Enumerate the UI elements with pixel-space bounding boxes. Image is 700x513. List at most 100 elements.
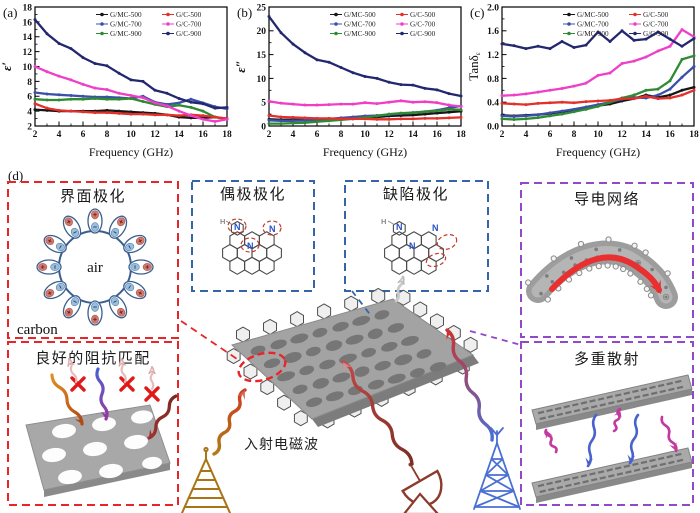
svg-text:4: 4 bbox=[290, 130, 295, 140]
interface-polarization-graphic: air carbon bbox=[17, 208, 154, 338]
n-atom-label: N bbox=[396, 222, 403, 232]
dipole-polarization-title: 偶极极化 bbox=[220, 185, 286, 203]
svg-text:12: 12 bbox=[23, 48, 33, 58]
svg-text:Frequency (GHz): Frequency (GHz) bbox=[556, 145, 640, 159]
svg-text:8: 8 bbox=[338, 130, 343, 140]
svg-text:G/MC-900: G/MC-900 bbox=[344, 30, 376, 38]
svg-text:14: 14 bbox=[23, 33, 33, 43]
svg-text:2: 2 bbox=[266, 130, 271, 140]
conductive-network-title: 导电网络 bbox=[574, 190, 640, 208]
impedance-matching-box bbox=[7, 341, 179, 506]
chart-panel-a: 2 4 6 8 10 12 14 16 18 2 4 6 8 10 12 14 16 18 G/MC-500 G/C-… bbox=[0, 3, 232, 159]
svg-text:10: 10 bbox=[360, 130, 370, 140]
svg-text:G/C-500: G/C-500 bbox=[410, 11, 436, 19]
polar-site-circle bbox=[240, 237, 260, 253]
chart-panel-b: 2 4 6 8 10 12 14 16 18 0 5 10 15 20 25 G/MC-500 G/C-500 G… bbox=[234, 3, 466, 159]
svg-text:G/C-700: G/C-700 bbox=[410, 21, 436, 29]
defect-polarization-title: 缺陷极化 bbox=[383, 185, 449, 203]
conductive-network-box bbox=[520, 182, 694, 338]
svg-text:0.4: 0.4 bbox=[487, 99, 499, 109]
n-atom-label: N bbox=[247, 241, 254, 251]
svg-text:Tanδε: Tanδε bbox=[467, 52, 482, 80]
svg-text:16: 16 bbox=[432, 130, 442, 140]
conductive-network-graphic bbox=[525, 236, 678, 309]
radio-tower-icon bbox=[473, 427, 521, 510]
svg-text:G/MC-700: G/MC-700 bbox=[110, 21, 142, 29]
panel-d-label: (d) bbox=[8, 168, 23, 183]
scattered-wave-arrows bbox=[544, 407, 678, 468]
svg-text:0.8: 0.8 bbox=[487, 75, 499, 85]
svg-text:G/C-700: G/C-700 bbox=[643, 21, 669, 29]
svg-text:12: 12 bbox=[150, 130, 160, 140]
svg-text:(a): (a) bbox=[3, 5, 17, 20]
impedance-matching-graphic bbox=[25, 357, 178, 497]
defect-site-circle bbox=[436, 233, 458, 251]
plate-side bbox=[44, 463, 170, 497]
svg-text:6: 6 bbox=[81, 130, 86, 140]
no-reflection-x-marks bbox=[70, 376, 160, 402]
svg-text:16: 16 bbox=[198, 130, 208, 140]
blue-connector-dash bbox=[351, 290, 373, 318]
svg-text:G/C-900: G/C-900 bbox=[643, 30, 669, 38]
svg-text:18: 18 bbox=[23, 3, 33, 13]
satellite-dish-icon bbox=[401, 462, 443, 513]
svg-text:4: 4 bbox=[524, 130, 529, 140]
svg-text:6: 6 bbox=[27, 93, 32, 103]
dipole-ring bbox=[36, 208, 154, 326]
svg-text:(c): (c) bbox=[470, 5, 484, 20]
svg-text:4: 4 bbox=[27, 108, 32, 118]
defect-molecule-graphic: H N N N bbox=[381, 217, 458, 275]
svg-text:18: 18 bbox=[222, 130, 232, 140]
diagram-panel-d: (d) 界面极化 良好的阻抗匹配 偶极极化 缺陷极化 导电网络 多重散射 air… bbox=[7, 168, 694, 513]
center-sheet-graphic bbox=[180, 287, 522, 429]
svg-text:14: 14 bbox=[174, 130, 184, 140]
svg-text:ε′: ε′ bbox=[0, 62, 14, 71]
svg-text:14: 14 bbox=[408, 130, 418, 140]
svg-text:0: 0 bbox=[261, 122, 266, 132]
svg-text:G/C-500: G/C-500 bbox=[643, 11, 669, 19]
svg-text:8: 8 bbox=[27, 78, 32, 88]
svg-text:8: 8 bbox=[572, 130, 577, 140]
chart-row: 2 4 6 8 10 12 14 16 18 2 4 6 8 10 12 14 16 18 G/MC-500 G/C-… bbox=[0, 0, 700, 163]
svg-text:1.2: 1.2 bbox=[487, 51, 499, 61]
air-label: air bbox=[87, 260, 103, 276]
svg-text:2.0: 2.0 bbox=[487, 3, 499, 13]
svg-text:G/MC-500: G/MC-500 bbox=[577, 11, 609, 19]
slab-side bbox=[536, 389, 692, 430]
svg-text:G/MC-700: G/MC-700 bbox=[577, 21, 609, 29]
svg-text:G/C-700: G/C-700 bbox=[176, 21, 202, 29]
em-wave-arrows bbox=[212, 275, 494, 466]
red-connector-dash bbox=[180, 320, 241, 362]
svg-text:16: 16 bbox=[665, 130, 675, 140]
svg-text:5: 5 bbox=[261, 99, 266, 109]
multiple-scattering-graphic bbox=[531, 374, 693, 503]
svg-text:20: 20 bbox=[256, 27, 266, 37]
chart-panel-c: 2 4 6 8 10 12 14 16 18 0.0 0.4 0.8 1.2 1.6 2.0 G/MC-500… bbox=[467, 3, 699, 159]
suppressed-reflection-arrows bbox=[67, 357, 156, 391]
interface-polarization-box bbox=[7, 181, 179, 339]
svg-text:12: 12 bbox=[384, 130, 394, 140]
svg-text:Frequency (GHz): Frequency (GHz) bbox=[322, 145, 406, 159]
polar-site-circle bbox=[262, 220, 282, 236]
svg-text:2: 2 bbox=[27, 122, 32, 132]
slab-side bbox=[536, 462, 692, 503]
svg-text:12: 12 bbox=[617, 130, 627, 140]
plate-holes bbox=[42, 410, 162, 485]
svg-text:(b): (b) bbox=[237, 5, 252, 20]
svg-text:G/C-900: G/C-900 bbox=[176, 30, 202, 38]
h-atom-label: H bbox=[381, 217, 386, 226]
svg-text:G/C-500: G/C-500 bbox=[176, 11, 202, 19]
n-atom-label: N bbox=[269, 224, 276, 234]
svg-text:16: 16 bbox=[23, 18, 33, 28]
purple-connector-dash bbox=[469, 330, 522, 346]
h-atom-label: H bbox=[220, 217, 225, 226]
multiple-scattering-box bbox=[520, 341, 694, 506]
svg-text:2: 2 bbox=[33, 130, 38, 140]
polar-site-circle bbox=[227, 218, 247, 234]
svg-text:1.6: 1.6 bbox=[487, 27, 499, 37]
svg-text:G/MC-700: G/MC-700 bbox=[344, 21, 376, 29]
svg-text:ε″: ε″ bbox=[234, 60, 248, 73]
svg-text:Frequency (GHz): Frequency (GHz) bbox=[89, 145, 173, 159]
svg-text:4: 4 bbox=[57, 130, 62, 140]
